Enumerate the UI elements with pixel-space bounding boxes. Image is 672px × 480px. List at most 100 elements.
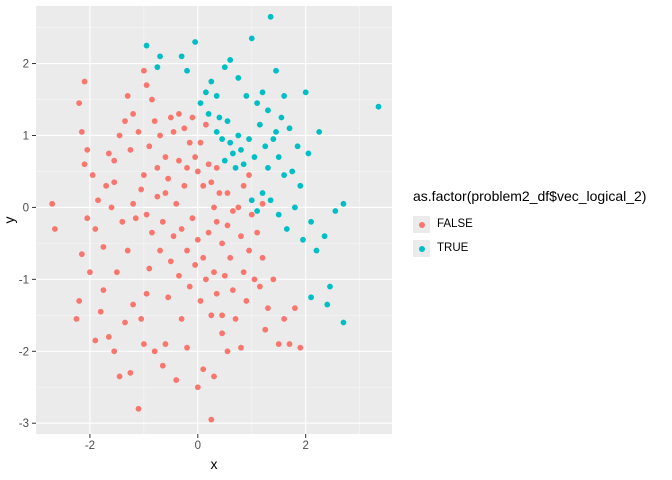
data-point-false [100,287,107,294]
data-point-true [246,136,252,142]
data-point-false [130,110,136,117]
data-point-false [213,290,220,297]
data-point-false [229,208,236,214]
data-point-false [76,298,83,304]
data-point-false [100,244,107,250]
x-tick-label: 0 [195,440,201,452]
data-point-false [105,333,112,340]
data-point-false [73,316,80,322]
data-point-false [200,366,207,373]
data-point-false [213,218,220,225]
data-point-false [159,362,166,369]
data-point-true [213,128,220,135]
data-point-false [97,308,104,315]
data-point-false [122,118,128,124]
data-point-false [186,139,193,146]
data-point-true [273,67,279,74]
data-point-true [224,118,231,124]
data-point-true [292,204,298,211]
data-point-false [224,190,231,196]
data-point-true [267,13,274,20]
data-point-false [135,405,142,412]
x-axis-ticks: -2 0 2 [85,434,309,452]
data-point-true [219,136,225,142]
data-point-false [256,283,263,290]
data-point-false [246,172,252,178]
data-point-true [313,247,320,254]
data-point-true [240,161,247,168]
data-points [49,13,382,423]
data-point-false [146,265,153,272]
data-point-false [124,247,131,254]
data-point-true [157,53,163,60]
data-point-false [89,172,96,178]
data-point-false [186,283,193,290]
data-point-false [130,200,136,207]
data-point-false [81,161,88,168]
data-point-false [103,182,110,189]
data-point-false [176,110,182,117]
data-point-false [154,164,161,171]
legend-key-true [413,239,430,257]
data-point-true [243,93,250,99]
data-point-false [238,344,244,351]
data-point-false [105,150,112,157]
data-point-false [116,132,123,139]
data-point-true [216,114,223,121]
data-point-true [332,208,339,214]
data-point-false [265,305,271,312]
legend-dot-true [419,245,425,252]
data-point-true [302,89,309,96]
data-point-false [184,164,190,171]
data-point-false [173,377,180,383]
data-point-false [143,290,150,297]
data-point-false [194,236,201,243]
data-point-false [135,128,142,135]
data-point-false [224,222,231,229]
data-point-false [138,316,145,322]
data-point-true [154,64,161,71]
data-point-false [254,229,261,236]
data-point-true [281,172,288,178]
data-point-true [256,121,263,128]
data-point-false [132,215,139,222]
data-point-true [213,93,220,99]
data-point-false [286,341,293,347]
data-point-true [321,233,328,240]
data-point-false [259,200,266,207]
data-point-false [162,190,169,196]
y-tick-label: -3 [19,418,29,430]
data-point-true [192,39,199,45]
data-point-true [251,154,258,160]
plot-panel [36,6,392,434]
data-point-false [116,373,123,380]
data-point-false [159,218,166,225]
data-point-true [294,143,301,150]
data-point-true [324,301,331,308]
data-point-true [143,42,150,49]
legend-item-false: FALSE [413,212,646,236]
data-point-false [170,128,177,135]
data-point-true [262,143,269,150]
data-point-true [259,190,266,196]
minor-gridlines [36,6,392,434]
data-point-false [197,298,204,304]
data-point-false [84,146,91,153]
data-point-true [270,136,277,142]
data-point-false [238,233,244,240]
data-point-false [270,276,277,283]
data-point-false [176,157,182,164]
data-point-true [208,78,215,85]
data-point-false [262,326,269,333]
data-point-false [146,143,153,150]
legend-title: as.factor(problem2_df$vec_logical_2) [413,188,647,204]
data-point-false [111,348,118,355]
data-point-false [211,373,217,380]
data-point-true [238,146,244,153]
data-point-false [111,179,118,186]
data-point-false [259,254,266,261]
legend-label-true: TRUE [437,242,469,254]
data-point-false [178,316,185,322]
data-point-true [275,154,282,160]
